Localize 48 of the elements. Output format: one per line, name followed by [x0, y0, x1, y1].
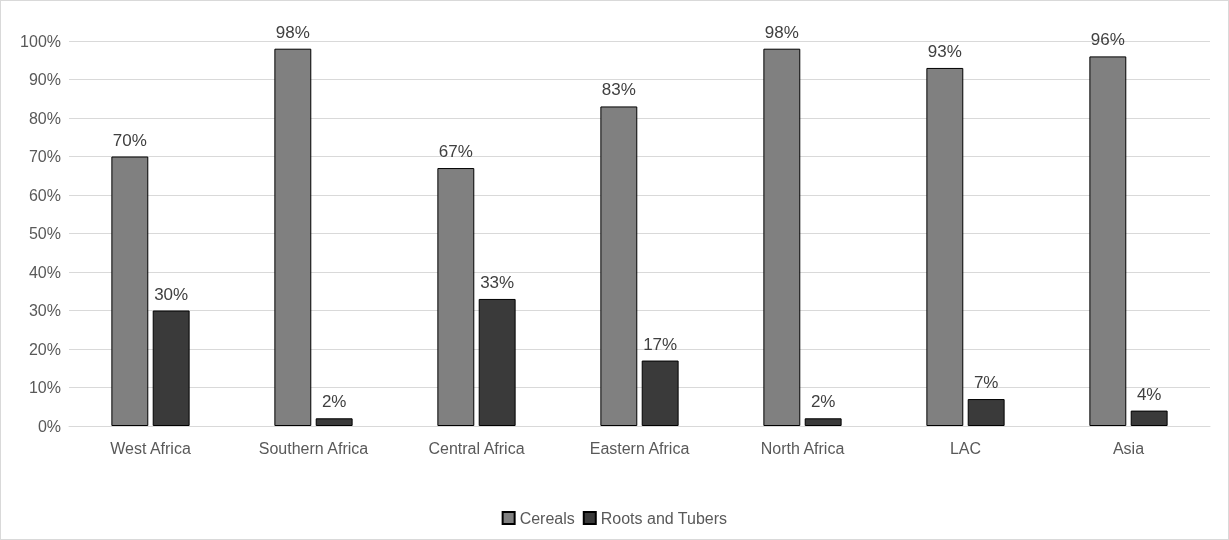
y-tick-label: 70% — [28, 148, 61, 165]
legend-label: Roots and Tubers — [600, 509, 728, 527]
data-label: 2% — [810, 392, 836, 412]
data-label: 7% — [973, 373, 999, 393]
y-tick-label: 40% — [28, 263, 61, 281]
x-tick-label: LAC — [949, 439, 982, 457]
y-tick-label: 50% — [28, 225, 61, 242]
data-label: 96% — [1090, 30, 1125, 50]
data-label: 67% — [438, 142, 473, 162]
bar — [967, 399, 1005, 426]
data-label: 98% — [764, 22, 799, 42]
bar — [600, 106, 638, 426]
bar — [1089, 56, 1127, 426]
y-tick-label: 60% — [28, 186, 61, 204]
y-tick-label: 0% — [37, 417, 61, 435]
data-label: 83% — [601, 80, 636, 100]
bar — [152, 310, 190, 426]
bar — [1130, 410, 1168, 426]
x-tick-label: Eastern Africa — [589, 439, 690, 457]
bar — [111, 156, 149, 426]
x-tick-label: Asia — [1112, 439, 1145, 457]
data-label: 2% — [321, 392, 347, 412]
y-tick-label: 100% — [20, 32, 61, 50]
bar — [315, 418, 353, 426]
bar — [763, 48, 801, 426]
data-label: 17% — [643, 334, 678, 354]
y-tick-label: 30% — [28, 302, 61, 319]
data-label: 33% — [480, 272, 515, 292]
x-tick-label: North Africa — [760, 439, 845, 457]
x-tick-label: Central Africa — [428, 439, 525, 457]
bar — [926, 67, 964, 426]
x-tick-label: Southern Africa — [258, 439, 369, 457]
bar — [437, 168, 475, 426]
y-tick-label: 10% — [28, 379, 61, 396]
data-label: 93% — [927, 41, 962, 61]
data-label: 98% — [275, 22, 310, 42]
bar — [478, 298, 516, 426]
bar — [804, 418, 842, 426]
x-tick-label: West Africa — [110, 439, 191, 457]
data-label: 30% — [154, 284, 189, 304]
legend-label: Cereals — [519, 509, 575, 527]
y-tick-label: 20% — [28, 340, 61, 358]
bar — [274, 48, 312, 426]
y-tick-label: 90% — [28, 71, 61, 88]
y-tick-label: 80% — [28, 109, 61, 127]
data-label: 70% — [112, 130, 147, 150]
data-label: 4% — [1136, 384, 1162, 404]
bar — [641, 360, 679, 426]
